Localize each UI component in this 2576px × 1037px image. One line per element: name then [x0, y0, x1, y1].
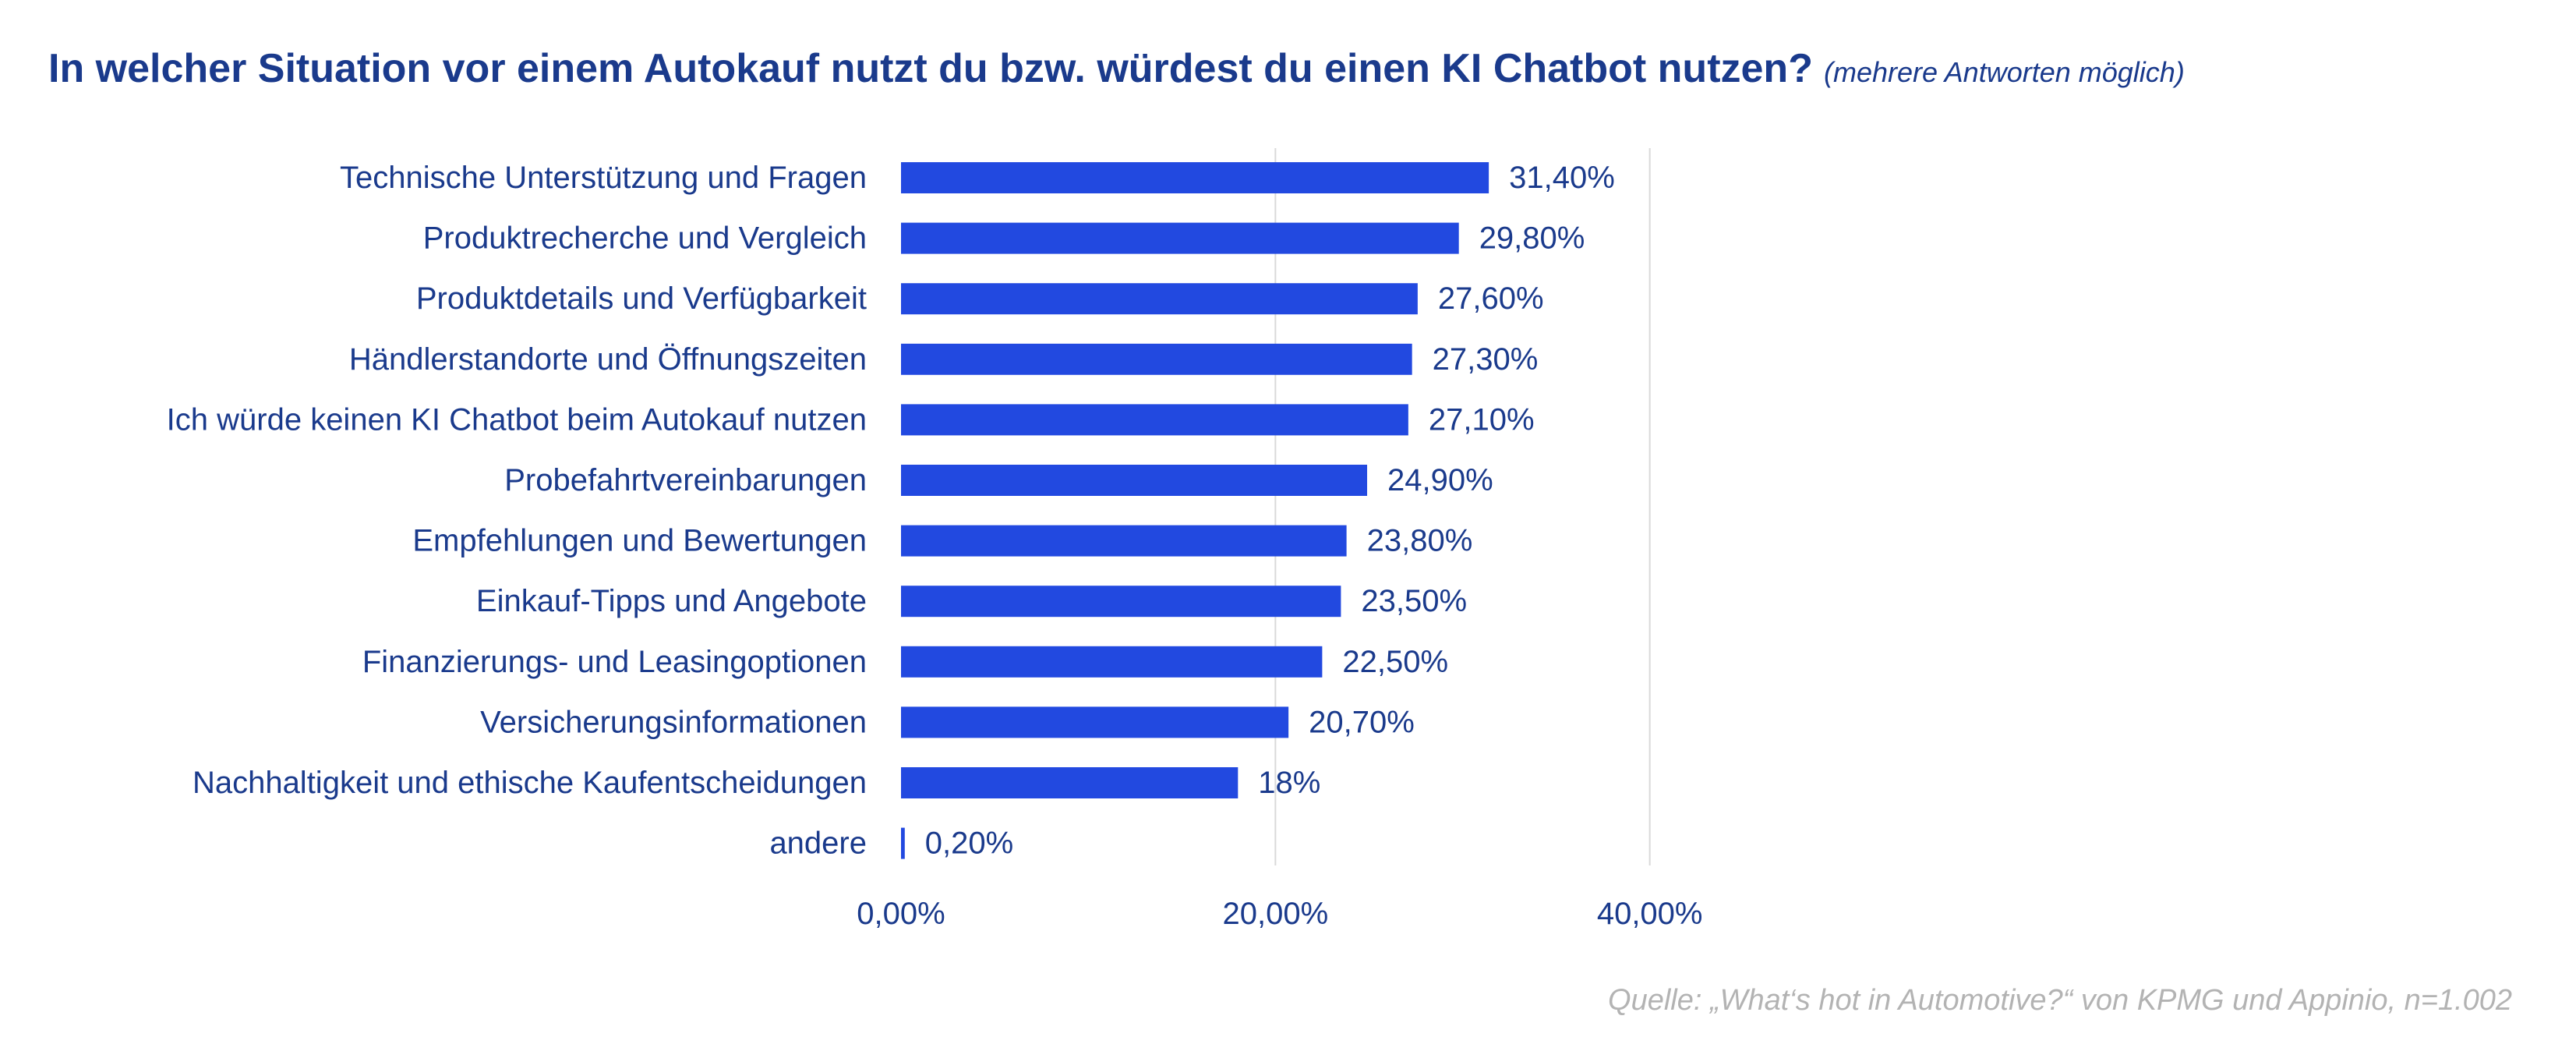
data-label: 27,60%	[1438, 281, 1544, 316]
bars	[901, 162, 1489, 859]
category-label: Technische Unterstützung und Fragen	[340, 161, 867, 195]
bar	[901, 404, 1408, 436]
bar	[901, 283, 1418, 315]
category-labels: Technische Unterstützung und Fragen Produ…	[167, 161, 867, 861]
bar	[901, 706, 1289, 738]
bar	[901, 525, 1347, 557]
category-label: Finanzierungs- und Leasingoptionen	[362, 645, 867, 679]
category-label: Nachhaltigkeit und ethische Kaufentschei…	[193, 766, 867, 800]
x-axis-ticks: 0,00% 20,00% 40,00%	[857, 897, 1702, 931]
category-label: Produktdetails und Verfügbarkeit	[416, 281, 867, 316]
data-label: 23,80%	[1367, 524, 1473, 558]
grid-lines	[1274, 148, 1651, 865]
category-label: Versicherungsinformationen	[480, 705, 867, 739]
source-note: Quelle: „What‘s hot in Automotive?“ von …	[1608, 984, 2512, 1017]
chart-subtitle: (mehrere Antworten möglich)	[1823, 56, 2185, 88]
bar	[901, 465, 1368, 496]
data-label: 0,20%	[925, 826, 1013, 861]
data-label: 31,40%	[1509, 161, 1615, 195]
bar	[901, 646, 1323, 678]
data-label: 27,30%	[1433, 342, 1539, 377]
data-label: 23,50%	[1361, 584, 1467, 618]
data-label: 20,70%	[1309, 705, 1415, 739]
category-label: Händlerstandorte und Öffnungszeiten	[349, 342, 867, 377]
x-tick-label: 20,00%	[1222, 897, 1328, 931]
bar	[901, 222, 1459, 254]
data-labels: 31,40% 29,80% 27,60% 27,30% 27,10% 24,90% 23,8…	[925, 161, 1615, 861]
x-tick-label: 40,00%	[1597, 897, 1703, 931]
chart-title-row: In welcher Situation vor einem Autokauf …	[48, 45, 2185, 92]
category-label: Probefahrtvereinbarungen	[504, 463, 867, 497]
category-label: andere	[769, 826, 867, 861]
data-label: 24,90%	[1387, 463, 1493, 497]
bar	[901, 162, 1489, 193]
category-label: Ich würde keinen KI Chatbot beim Autokau…	[167, 402, 867, 437]
bar	[901, 767, 1239, 798]
bar	[901, 343, 1412, 375]
bar	[901, 827, 905, 859]
category-label: Empfehlungen und Bewertungen	[412, 524, 867, 558]
data-label: 29,80%	[1479, 221, 1585, 256]
category-label: Produktrecherche und Vergleich	[423, 221, 867, 256]
chart-title: In welcher Situation vor einem Autokauf …	[48, 46, 1813, 91]
data-label: 27,10%	[1429, 402, 1535, 437]
category-label: Einkauf-Tipps und Angebote	[476, 584, 867, 618]
data-label: 18%	[1258, 766, 1320, 800]
data-label: 22,50%	[1342, 645, 1448, 679]
x-tick-label: 0,00%	[857, 897, 945, 931]
bar	[901, 586, 1341, 618]
